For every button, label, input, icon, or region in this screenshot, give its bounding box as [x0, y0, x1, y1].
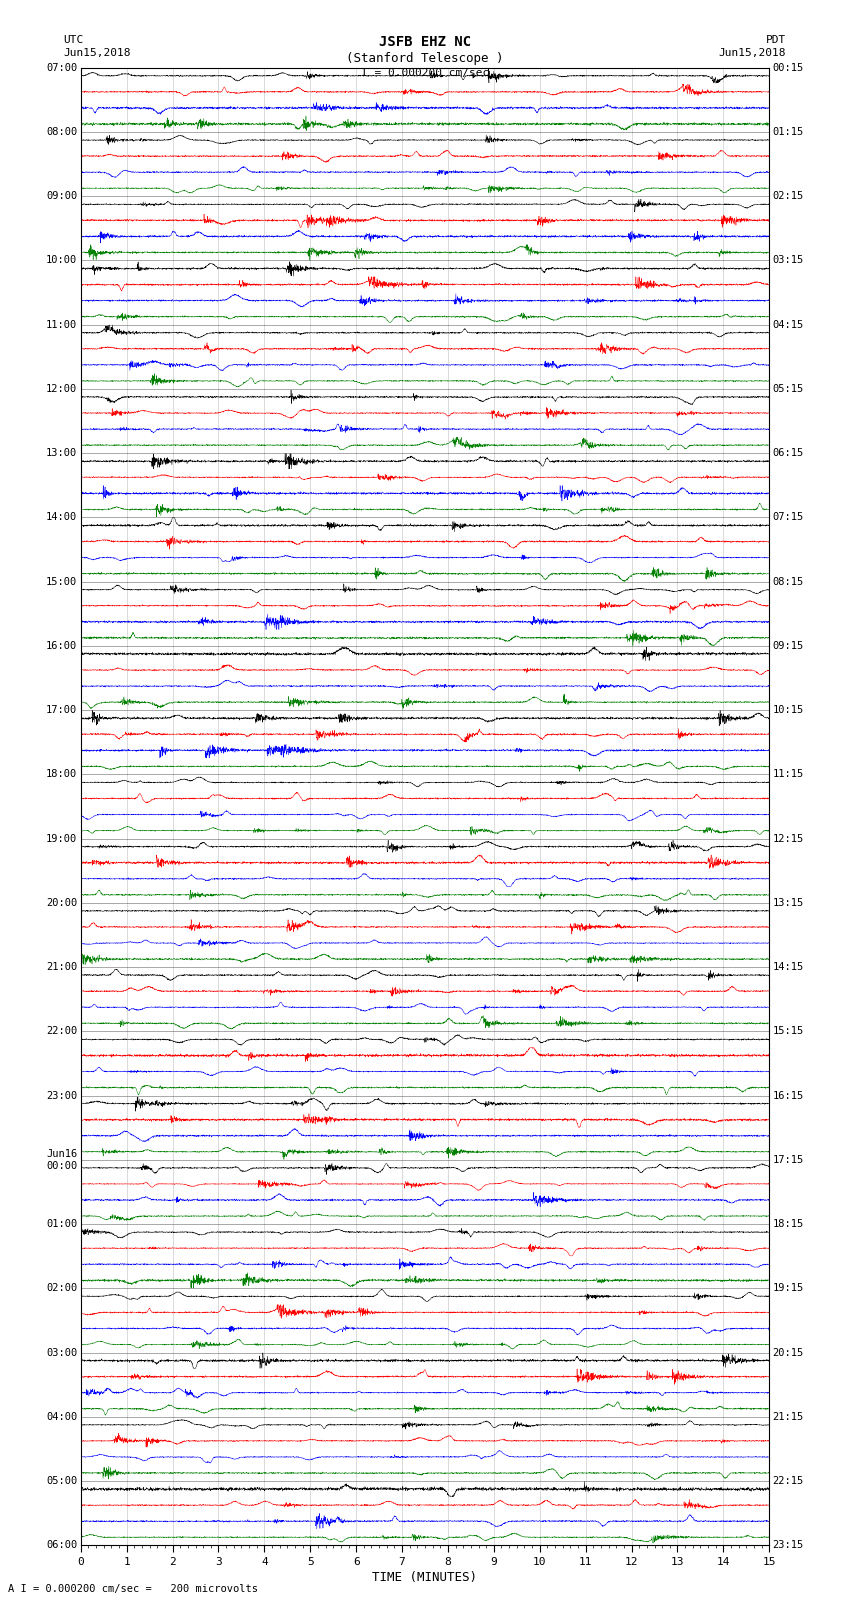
Text: 02:15: 02:15 [773, 192, 804, 202]
Text: PDT: PDT [766, 35, 786, 45]
Text: 04:15: 04:15 [773, 319, 804, 329]
Text: 08:00: 08:00 [46, 127, 77, 137]
Text: 06:00: 06:00 [46, 1540, 77, 1550]
Text: 18:15: 18:15 [773, 1219, 804, 1229]
Text: Jun16
00:00: Jun16 00:00 [46, 1148, 77, 1171]
Text: 16:00: 16:00 [46, 640, 77, 652]
Text: 09:15: 09:15 [773, 640, 804, 652]
Text: 20:15: 20:15 [773, 1347, 804, 1358]
Text: 01:00: 01:00 [46, 1219, 77, 1229]
Text: 21:15: 21:15 [773, 1411, 804, 1421]
Text: 07:15: 07:15 [773, 513, 804, 523]
Text: I = 0.000200 cm/sec: I = 0.000200 cm/sec [361, 68, 489, 77]
Text: JSFB EHZ NC: JSFB EHZ NC [379, 35, 471, 50]
Text: 12:00: 12:00 [46, 384, 77, 394]
Text: 01:15: 01:15 [773, 127, 804, 137]
Text: 18:00: 18:00 [46, 769, 77, 779]
Text: 20:00: 20:00 [46, 898, 77, 908]
Text: 19:00: 19:00 [46, 834, 77, 844]
Text: 13:00: 13:00 [46, 448, 77, 458]
Text: 00:15: 00:15 [773, 63, 804, 73]
Text: 09:00: 09:00 [46, 192, 77, 202]
Text: 11:00: 11:00 [46, 319, 77, 329]
Text: 05:15: 05:15 [773, 384, 804, 394]
Text: 22:00: 22:00 [46, 1026, 77, 1036]
Text: 03:15: 03:15 [773, 255, 804, 266]
Text: 21:00: 21:00 [46, 961, 77, 973]
Text: 07:00: 07:00 [46, 63, 77, 73]
Text: UTC: UTC [64, 35, 84, 45]
Text: 17:00: 17:00 [46, 705, 77, 715]
Text: 10:15: 10:15 [773, 705, 804, 715]
Text: Jun15,2018: Jun15,2018 [64, 48, 131, 58]
Text: 10:00: 10:00 [46, 255, 77, 266]
X-axis label: TIME (MINUTES): TIME (MINUTES) [372, 1571, 478, 1584]
Text: 15:00: 15:00 [46, 577, 77, 587]
Text: 15:15: 15:15 [773, 1026, 804, 1036]
Text: Jun15,2018: Jun15,2018 [719, 48, 786, 58]
Text: 17:15: 17:15 [773, 1155, 804, 1165]
Text: 12:15: 12:15 [773, 834, 804, 844]
Text: (Stanford Telescope ): (Stanford Telescope ) [346, 52, 504, 65]
Text: 14:15: 14:15 [773, 961, 804, 973]
Text: 04:00: 04:00 [46, 1411, 77, 1421]
Text: 13:15: 13:15 [773, 898, 804, 908]
Text: A I = 0.000200 cm/sec =   200 microvolts: A I = 0.000200 cm/sec = 200 microvolts [8, 1584, 258, 1594]
Text: 16:15: 16:15 [773, 1090, 804, 1100]
Text: 23:00: 23:00 [46, 1090, 77, 1100]
Text: 02:00: 02:00 [46, 1284, 77, 1294]
Text: 22:15: 22:15 [773, 1476, 804, 1486]
Text: 14:00: 14:00 [46, 513, 77, 523]
Text: 19:15: 19:15 [773, 1284, 804, 1294]
Text: 05:00: 05:00 [46, 1476, 77, 1486]
Text: 23:15: 23:15 [773, 1540, 804, 1550]
Text: 06:15: 06:15 [773, 448, 804, 458]
Text: 08:15: 08:15 [773, 577, 804, 587]
Text: 11:15: 11:15 [773, 769, 804, 779]
Text: 03:00: 03:00 [46, 1347, 77, 1358]
